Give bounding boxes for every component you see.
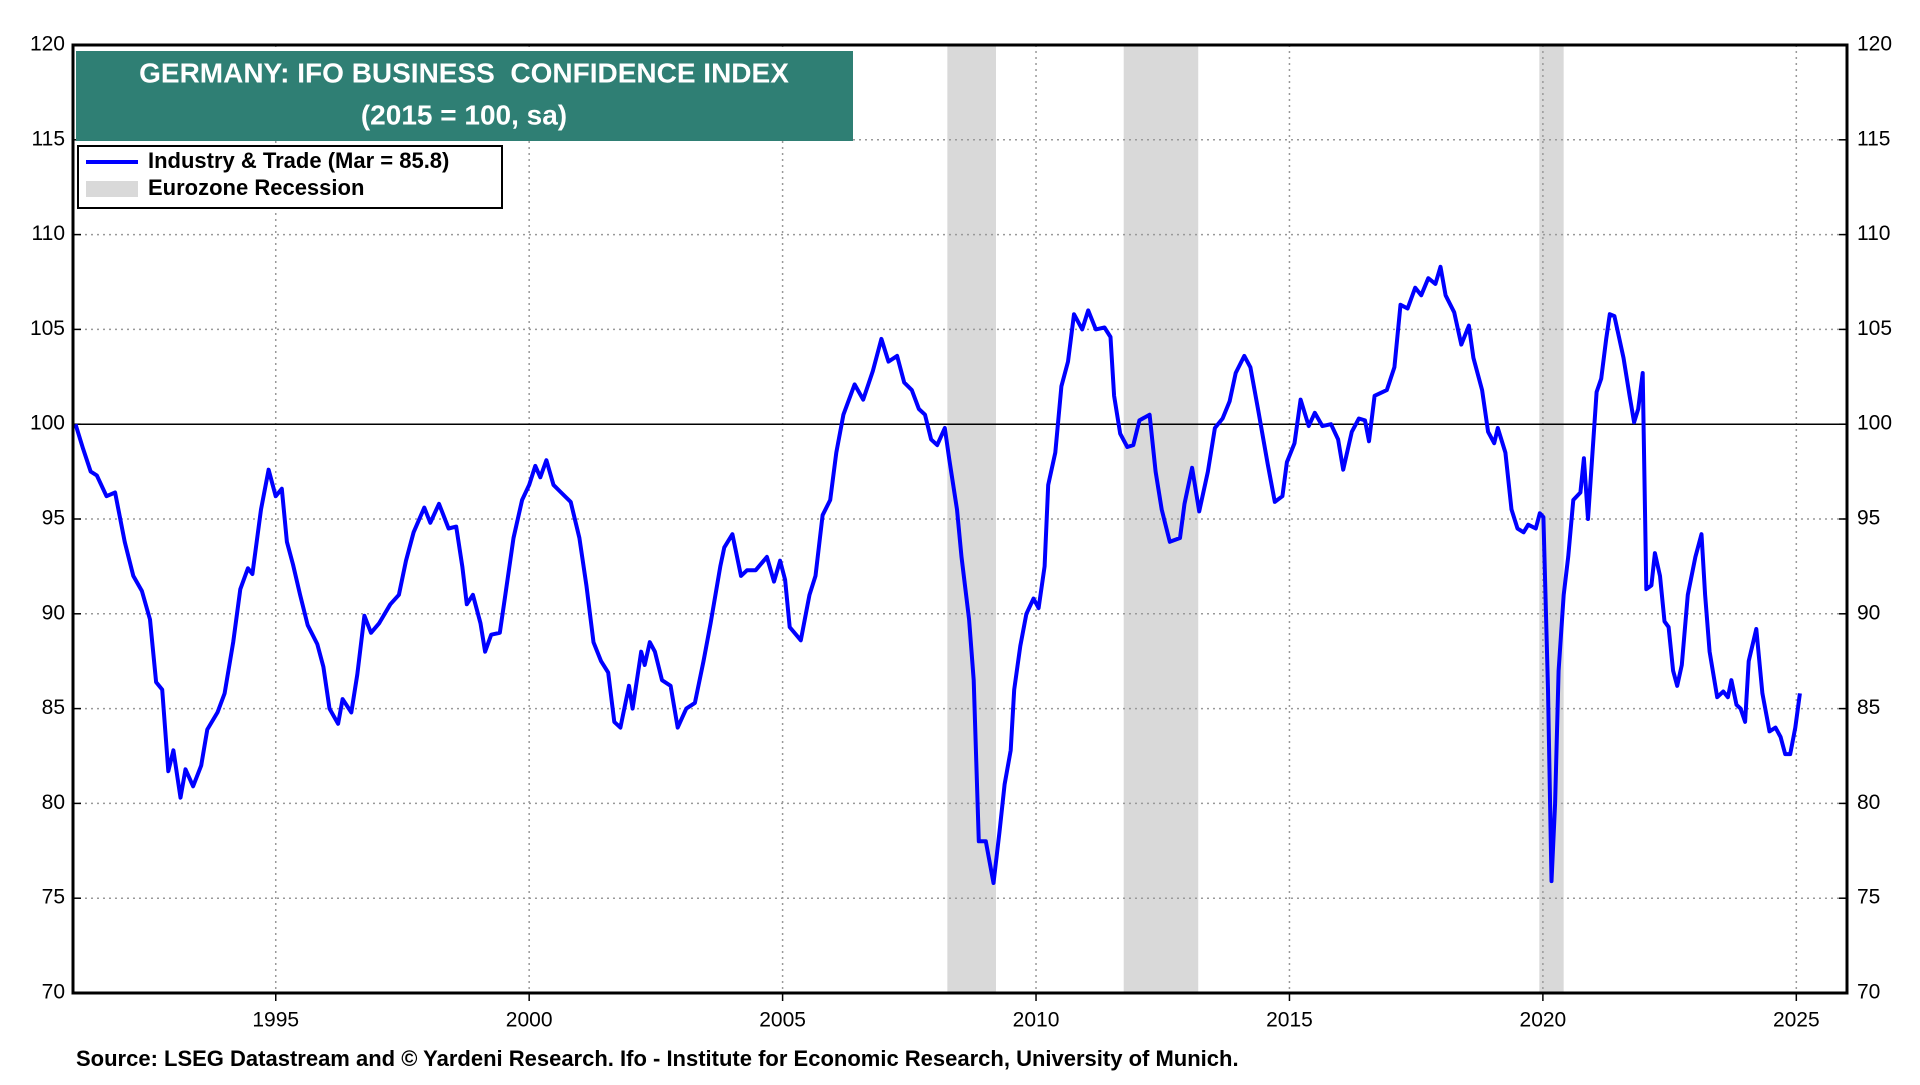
legend-label: Industry & Trade (Mar = 85.8) [148,148,449,173]
source-note: Source: LSEG Datastream and © Yardeni Re… [76,1046,1239,1071]
y2-tick-label: 115 [1857,127,1890,150]
y2-tick-label: 85 [1857,696,1880,719]
y-tick-label: 120 [30,33,65,56]
legend-label: Eurozone Recession [148,175,364,200]
y2-tick-label: 95 [1857,507,1880,530]
y-tick-label: 80 [42,791,65,814]
y2-tick-label: 80 [1857,791,1880,814]
legend-swatch [86,181,138,197]
x-tick-label: 2010 [1013,1009,1060,1032]
x-tick-label: 2000 [506,1009,553,1032]
y-tick-label: 95 [42,507,65,530]
y-tick-label: 110 [32,222,65,245]
y2-tick-label: 70 [1857,981,1880,1004]
y2-tick-label: 105 [1857,317,1892,340]
y-tick-label: 100 [30,412,65,435]
x-tick-label: 1995 [252,1009,299,1032]
y2-tick-label: 120 [1857,33,1892,56]
x-tick-label: 2025 [1773,1009,1820,1032]
y2-tick-label: 75 [1857,886,1880,909]
x-tick-label: 2005 [759,1009,806,1032]
y-tick-label: 85 [42,696,65,719]
y-tick-label: 90 [42,601,65,624]
legend-box [77,145,503,209]
y-tick-label: 70 [42,981,65,1004]
y2-tick-label: 100 [1857,412,1892,435]
x-tick-label: 2020 [1520,1009,1567,1032]
plot-frame [71,43,1849,995]
data-line [73,264,1802,885]
y2-tick-label: 110 [1857,222,1890,245]
y-tick-label: 75 [42,886,65,909]
y-tick-label: 115 [32,127,65,150]
title-box [76,51,853,141]
chart-title: GERMANY: IFO BUSINESS CONFIDENCE INDEX [139,57,789,88]
chart-subtitle: (2015 = 100, sa) [361,99,567,130]
y-tick-label: 105 [30,317,65,340]
y2-tick-label: 90 [1857,601,1880,624]
x-tick-label: 2015 [1266,1009,1313,1032]
